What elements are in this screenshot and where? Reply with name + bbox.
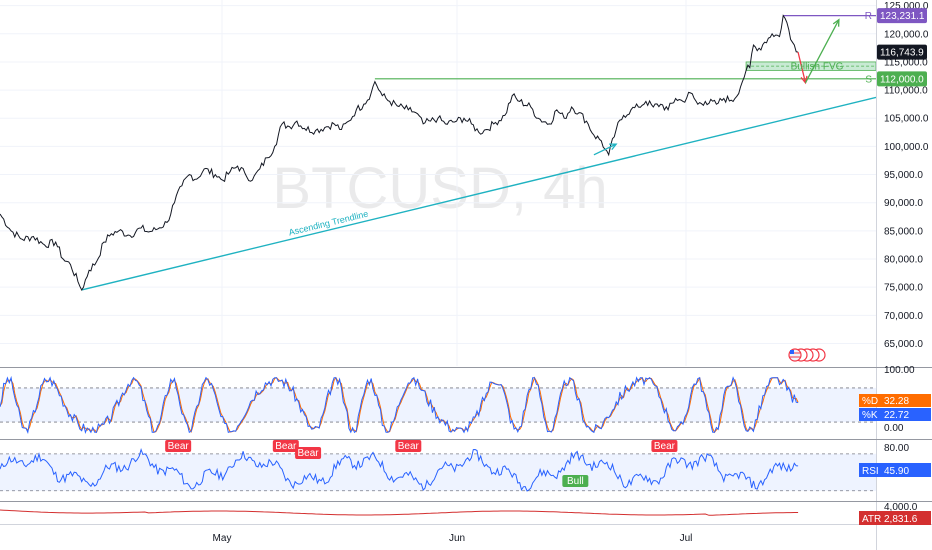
- bear-tag: [395, 440, 422, 452]
- bear-tag-label: Bear: [275, 441, 297, 452]
- rsi-80-label: 80.00: [884, 443, 909, 454]
- support-marker: S: [865, 74, 872, 85]
- y-tick-label: 90,000.0: [884, 198, 923, 209]
- projection-arrows: [593, 18, 840, 156]
- stoch-0-label: 0.00: [884, 423, 904, 434]
- bear-tag: [295, 447, 322, 459]
- y-tick-label: 100,000.0: [884, 142, 929, 153]
- atr-value: 2,831.6: [884, 514, 918, 525]
- resistance-price-tag: R 123,231.1: [865, 8, 927, 24]
- y-tick-label: 105,000.0: [884, 114, 929, 125]
- resistance-price-label: 123,231.1: [880, 11, 925, 22]
- y-tick-label: 110,000.0: [884, 86, 928, 97]
- up-arrow-head: [832, 18, 840, 27]
- bear-tag-label: Bear: [654, 441, 676, 452]
- support-price-label: 112,000.0: [880, 74, 924, 85]
- bull-tag: [562, 475, 589, 487]
- us-flag-events-icon[interactable]: [788, 348, 826, 362]
- bear-tag: [165, 440, 192, 452]
- bear-tag: [651, 440, 678, 452]
- fvg-zone: [745, 61, 876, 71]
- y-tick-label: 65,000.0: [884, 339, 923, 350]
- time-axis: May Jun Jul: [213, 533, 693, 544]
- touch-arrow: [593, 143, 617, 156]
- current-price-tag: 116,743.9: [877, 44, 927, 60]
- x-tick-may: May: [213, 533, 232, 544]
- touch-arrow-head: [609, 143, 618, 151]
- rsi-label: RSI: [862, 466, 879, 477]
- support-price-tag: S 112,000.0: [865, 71, 927, 87]
- rsi-value: 45.90: [884, 466, 909, 477]
- bull-tag-label: Bull: [567, 476, 584, 487]
- bear-tag-label: Bear: [168, 441, 190, 452]
- current-price-label: 116,743.9: [880, 48, 924, 59]
- rsi-line: [0, 447, 799, 492]
- symbol-watermark: BTCUSD, 4h: [272, 156, 607, 221]
- atr-line: [0, 509, 799, 516]
- stoch-k-label: %K: [862, 410, 878, 421]
- price-line: [0, 14, 799, 292]
- bear-tag: [272, 440, 299, 452]
- stoch-d-label: %D: [862, 396, 878, 407]
- down-arrow: [797, 51, 807, 83]
- atr-value-tag: ATR 2,831.6: [859, 511, 931, 525]
- rsi-value-tag: RSI 45.90: [859, 463, 931, 477]
- rsi-band: [0, 453, 876, 492]
- stoch-100-label: 100.00: [884, 365, 915, 376]
- y-tick-label: 120,000.0: [884, 29, 929, 40]
- drawing-lines[interactable]: [81, 14, 876, 291]
- stoch-d-line: [0, 376, 799, 434]
- y-tick-label: 75,000.0: [884, 283, 923, 294]
- y-tick-label: 85,000.0: [884, 226, 923, 237]
- main-y-axis: 65,000.0 70,000.0 75,000.0 80,000.0 85,000.0…: [884, 1, 929, 350]
- x-tick-jun: Jun: [449, 533, 465, 544]
- stoch-d-value-tag: %D 32.28: [859, 394, 931, 407]
- ascending-trendline: [81, 96, 876, 291]
- y-tick-label: 80,000.0: [884, 255, 923, 266]
- fvg-label: Bullish FVG: [791, 61, 844, 72]
- bear-tag-label: Bear: [298, 448, 320, 459]
- up-arrow: [804, 19, 840, 84]
- stoch-k-value-tag: %K 22.72: [859, 408, 931, 421]
- stoch-k-value: 22.72: [884, 410, 909, 421]
- resistance-marker: R: [865, 11, 872, 22]
- atr-label: ATR: [862, 514, 881, 525]
- y-tick-label: 115,000.0: [884, 57, 928, 68]
- y-tick-label: 70,000.0: [884, 311, 923, 322]
- y-tick-label: 125,000.0: [884, 1, 929, 12]
- atr-4000-label: 4,000.0: [884, 502, 918, 513]
- stoch-d-value: 32.28: [884, 396, 909, 407]
- y-tick-label: 95,000.0: [884, 170, 923, 181]
- rsi-band-fill: [0, 453, 876, 491]
- bear-tag-label: Bear: [398, 441, 420, 452]
- stoch-k-line: [0, 375, 799, 434]
- x-tick-jul: Jul: [680, 533, 693, 544]
